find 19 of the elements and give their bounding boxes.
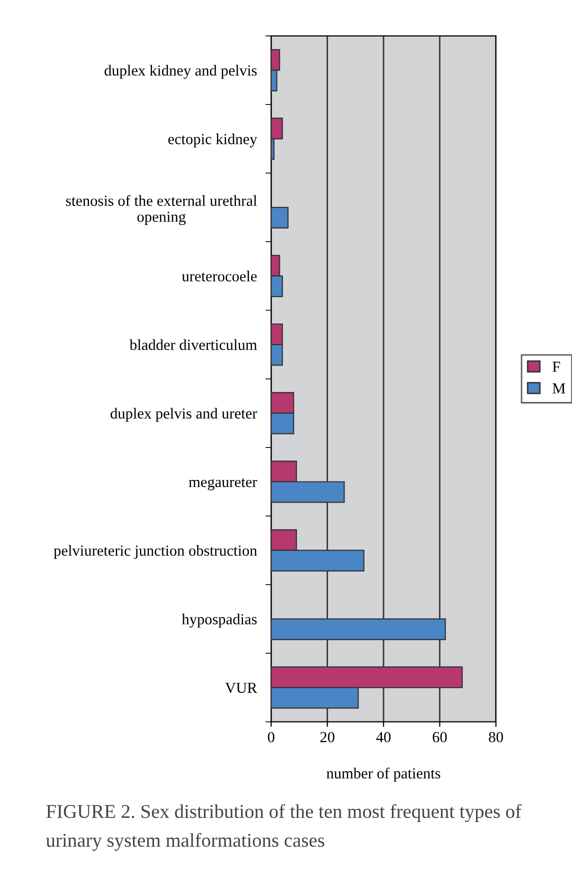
x-tick-label: 60 bbox=[432, 732, 447, 742]
y-tick-label: hypospadias bbox=[182, 614, 257, 628]
x-tick-label: 80 bbox=[488, 732, 503, 742]
y-tick-label: stenosis of the external urethral opening bbox=[66, 195, 257, 226]
x-tick-label: 20 bbox=[320, 732, 334, 742]
y-tick-label: ureterocoele bbox=[182, 270, 257, 282]
y-tick-label: duplex pelvis and ureter bbox=[110, 408, 258, 422]
caption: FIGURE 2. Sex distribution of the ten most frequent types of urinary system malformations cases bbox=[46, 804, 522, 851]
y-tick-label: megaureter bbox=[188, 478, 258, 490]
y-tick-label: pelviureteric junction obstruction bbox=[54, 545, 258, 559]
y-tick-label: bladder diverticulum bbox=[130, 339, 257, 350]
x-tick-label: 0 bbox=[268, 732, 274, 742]
y-tick-label: ectopic kidney bbox=[168, 134, 258, 148]
x-axis-title: number of patients bbox=[326, 768, 440, 782]
y-tick-label: VUR bbox=[225, 682, 258, 694]
y-tick-label: duplex kidney and pelvis bbox=[104, 64, 257, 79]
legend-label: F bbox=[552, 362, 560, 372]
x-tick-label: 40 bbox=[376, 732, 391, 742]
legend-label: M bbox=[552, 383, 566, 394]
